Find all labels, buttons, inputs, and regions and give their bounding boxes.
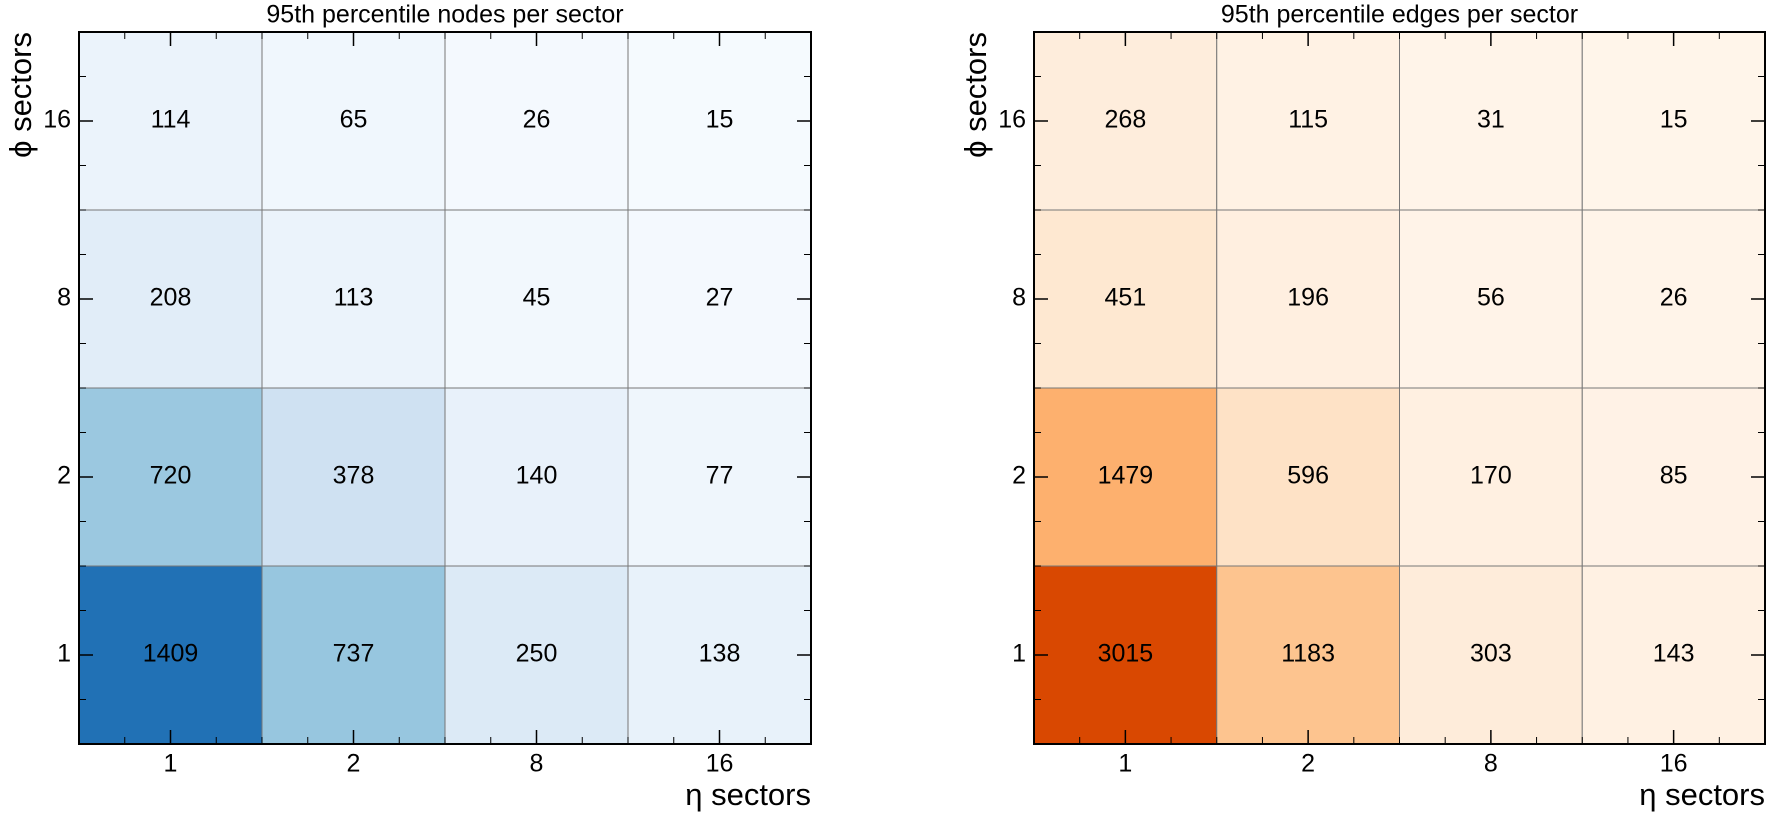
y-tick-label: 1 <box>1012 640 1026 668</box>
cell-value: 3015 <box>1098 640 1154 668</box>
cell-value: 65 <box>340 106 368 134</box>
cell-value: 170 <box>1470 462 1512 490</box>
cell-value: 15 <box>706 106 734 134</box>
heatmap-cell <box>78 31 263 211</box>
heatmap-cell <box>627 565 812 745</box>
cell-value: 26 <box>523 106 551 134</box>
cell-value: 113 <box>334 284 374 312</box>
x-tick-label: 8 <box>1484 750 1498 778</box>
cell-value: 115 <box>1288 106 1328 134</box>
x-tick-label: 16 <box>1660 750 1688 778</box>
x-tick-label: 2 <box>347 750 361 778</box>
heatmap-cell <box>1216 387 1400 567</box>
x-tick-label: 1 <box>164 750 178 778</box>
heatmap-cell <box>1581 31 1766 211</box>
cell-value: 45 <box>523 284 551 312</box>
y-tick-label: 8 <box>1012 284 1026 312</box>
heatmap-cell <box>261 387 446 567</box>
y-tick-label: 1 <box>57 640 71 668</box>
y-tick-label: 8 <box>57 284 71 312</box>
heatmap-cell <box>1581 387 1766 567</box>
cell-value: 1409 <box>143 640 199 668</box>
heatmap-cell <box>1399 387 1583 567</box>
x-tick-label: 16 <box>706 750 734 778</box>
heatmap-cell <box>444 31 629 211</box>
cell-value: 26 <box>1660 284 1688 312</box>
chart-title: 95th percentile nodes per sector <box>266 1 623 29</box>
heatmap-cell <box>627 31 812 211</box>
heatmap-cell <box>261 565 446 745</box>
chart-title: 95th percentile edges per sector <box>1221 1 1578 29</box>
cell-value: 596 <box>1287 462 1329 490</box>
y-tick-label: 2 <box>1012 462 1026 490</box>
cell-value: 27 <box>706 284 734 312</box>
cell-value: 720 <box>150 462 192 490</box>
cell-value: 114 <box>151 106 191 134</box>
heatmap-cell <box>444 387 629 567</box>
cell-value: 451 <box>1105 284 1147 312</box>
heatmap-cell <box>1216 209 1400 389</box>
heatmap-cell <box>1216 31 1400 211</box>
cell-value: 138 <box>699 640 741 668</box>
x-axis-label: η sectors <box>685 777 811 812</box>
heatmap-cell <box>627 387 812 567</box>
cell-value: 56 <box>1477 284 1505 312</box>
y-axis-label: ϕ sectors <box>3 32 38 158</box>
cell-value: 15 <box>1660 106 1688 134</box>
cell-value: 140 <box>516 462 558 490</box>
cell-value: 378 <box>333 462 375 490</box>
y-axis-label: ϕ sectors <box>958 32 993 158</box>
cell-value: 85 <box>1660 462 1688 490</box>
heatmap-cell <box>1033 387 1218 567</box>
cell-value: 208 <box>150 284 192 312</box>
cell-value: 1479 <box>1098 462 1154 490</box>
x-tick-label: 1 <box>1118 750 1132 778</box>
heatmap-cell <box>1399 31 1583 211</box>
x-tick-label: 8 <box>530 750 544 778</box>
cell-value: 143 <box>1653 640 1695 668</box>
y-tick-label: 16 <box>43 106 71 134</box>
cell-value: 31 <box>1477 106 1505 134</box>
heatmap-cell <box>261 209 446 389</box>
y-tick-label: 2 <box>57 462 71 490</box>
cell-value: 1183 <box>1281 640 1335 668</box>
heatmap-cell <box>78 565 263 745</box>
heatmap-cell <box>78 387 263 567</box>
cell-value: 303 <box>1470 640 1512 668</box>
cell-value: 737 <box>333 640 375 668</box>
cell-value: 196 <box>1287 284 1329 312</box>
cell-value: 268 <box>1105 106 1147 134</box>
heatmap-cell <box>627 209 812 389</box>
x-axis-label: η sectors <box>1639 777 1765 812</box>
cell-value: 77 <box>706 462 734 490</box>
y-tick-label: 16 <box>998 106 1026 134</box>
x-tick-label: 2 <box>1301 750 1315 778</box>
cell-value: 250 <box>516 640 558 668</box>
